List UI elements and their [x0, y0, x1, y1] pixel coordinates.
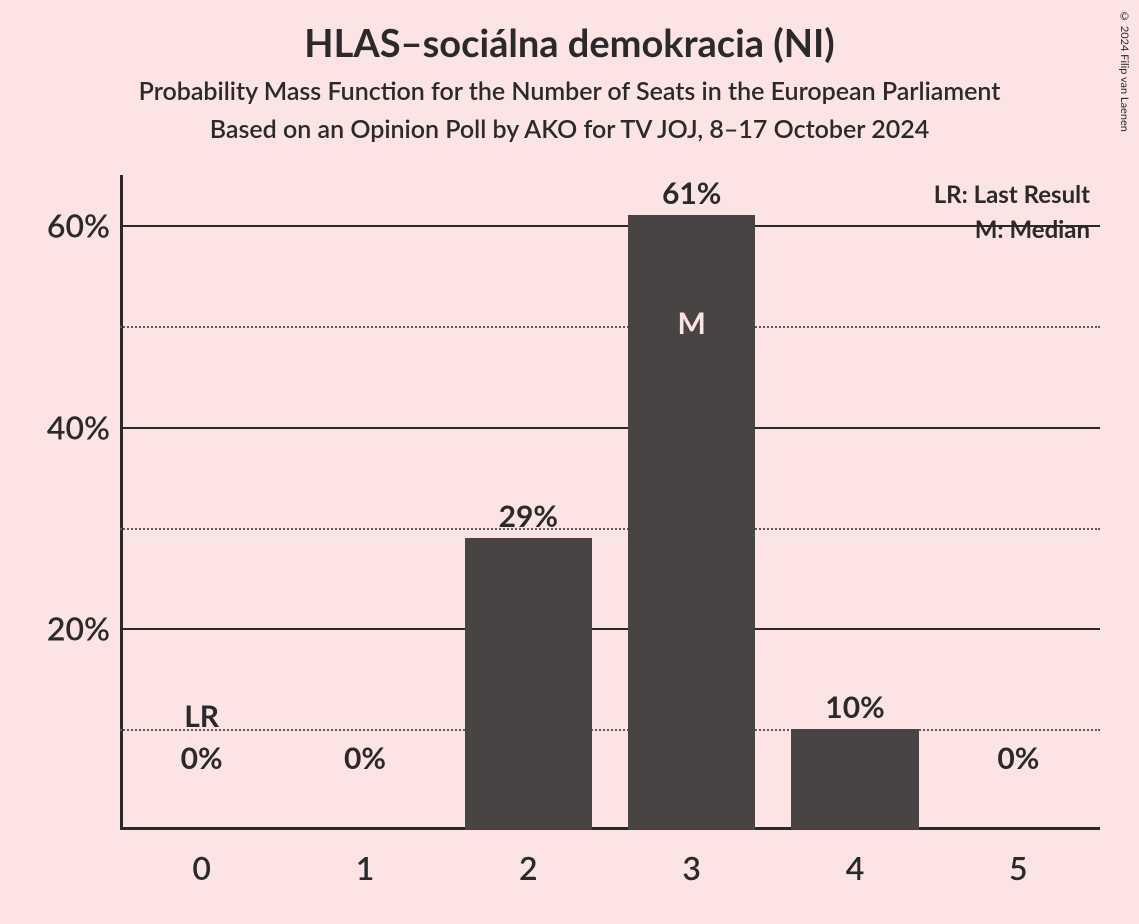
gridline-minor: [120, 729, 1100, 731]
chart-subtitle-1: Probability Mass Function for the Number…: [0, 76, 1139, 106]
legend-lr: LR: Last Result: [934, 180, 1090, 209]
median-marker: M: [677, 305, 705, 341]
bar-value-label: 29%: [499, 498, 558, 534]
gridline-major: [120, 628, 1100, 630]
x-tick-label: 1: [356, 848, 375, 887]
legend-m: M: Median: [934, 215, 1090, 244]
bar: [791, 729, 918, 830]
bar-value-label: 0%: [997, 740, 1039, 776]
x-tick-label: 0: [192, 848, 211, 887]
bar-value-label: 10%: [825, 689, 884, 725]
y-tick-label: 40%: [30, 407, 110, 446]
bar-value-label: 0%: [181, 740, 223, 776]
chart-legend: LR: Last Result M: Median: [934, 180, 1090, 250]
bar: [465, 538, 592, 830]
x-tick-label: 5: [1009, 848, 1028, 887]
y-tick-label: 60%: [30, 206, 110, 245]
gridline-major: [120, 225, 1100, 227]
x-axis: [120, 827, 1100, 830]
x-tick-label: 2: [519, 848, 538, 887]
x-tick-label: 4: [846, 848, 865, 887]
chart-plot-area: LR: Last Result M: Median 20%40%60%0%LR0…: [120, 175, 1100, 830]
last-result-marker: LR: [184, 698, 219, 734]
chart-title: HLAS–sociálna demokracia (NI): [0, 0, 1139, 66]
bar-value-label: 0%: [344, 740, 386, 776]
y-tick-label: 20%: [30, 609, 110, 648]
gridline-minor: [120, 326, 1100, 328]
y-axis: [120, 175, 123, 830]
gridline-major: [120, 427, 1100, 429]
bar-value-label: 61%: [662, 175, 721, 211]
chart-subtitle-2: Based on an Opinion Poll by AKO for TV J…: [0, 114, 1139, 144]
x-tick-label: 3: [682, 848, 701, 887]
copyright-text: © 2024 Filip van Laenen: [1118, 10, 1131, 132]
gridline-minor: [120, 528, 1100, 530]
